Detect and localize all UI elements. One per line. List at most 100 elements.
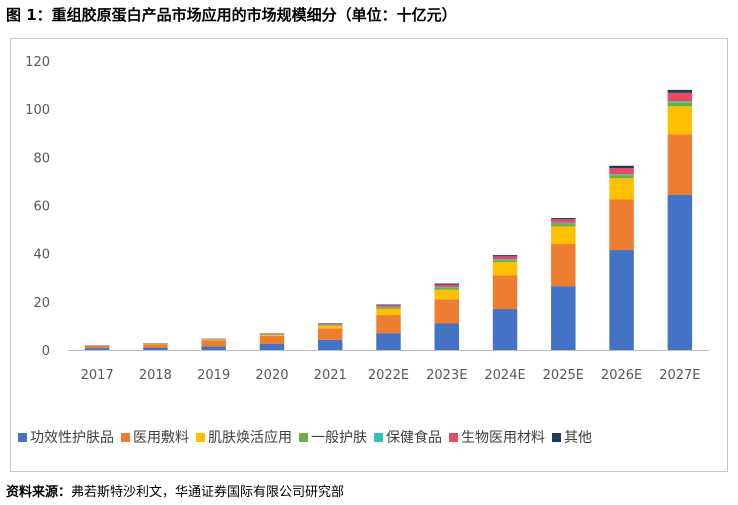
bar-segment (667, 102, 693, 107)
bar-segment (551, 226, 576, 245)
source-text: 弗若斯特沙利文，华通证券国际有限公司研究部 (71, 485, 345, 500)
bar-segment (201, 346, 226, 350)
bar-segment (317, 325, 343, 329)
bar-segment (376, 308, 401, 316)
legend-item: 功效性护肤品 (18, 427, 114, 447)
bar-segment (317, 339, 343, 350)
bar-segment (434, 284, 460, 287)
bar-segment (609, 174, 634, 176)
bar-segment (434, 287, 460, 290)
bar-segment (376, 315, 401, 334)
bar-segment (609, 199, 634, 251)
y-tick-label: 20 (33, 296, 50, 311)
bar-segment (667, 106, 693, 135)
bar-segment (609, 168, 634, 175)
bar-segment (667, 101, 693, 103)
bar-segment (84, 345, 110, 349)
x-tick-label: 2021 (314, 368, 347, 383)
bar-segment (376, 333, 401, 350)
source-note: 资料来源：弗若斯特沙利文，华通证券国际有限公司研究部 (6, 481, 344, 500)
bar-segment (434, 299, 460, 324)
legend-swatch (374, 432, 383, 442)
x-tick-label: 2020 (255, 368, 288, 383)
legend-label: 肌肤焕活应用 (208, 430, 292, 446)
x-tick-label: 2024E (484, 368, 525, 383)
bar-segment (259, 336, 285, 344)
legend-label: 功效性护肤品 (30, 430, 114, 446)
legend-item: 一般护肤 (299, 427, 367, 447)
x-tick-label: 2018 (139, 368, 172, 383)
legend-label: 生物医用材料 (461, 430, 545, 446)
bar-segment (434, 289, 460, 300)
bar-segment (492, 275, 518, 310)
bar-segment (201, 339, 226, 341)
bar-segment (551, 219, 576, 223)
y-tick-label: 60 (33, 200, 50, 215)
bar-segment (551, 218, 576, 220)
bar-segment (259, 335, 285, 337)
bar-segment (551, 224, 576, 227)
bar-segment (317, 328, 343, 340)
legend-item: 生物医用材料 (449, 427, 545, 447)
bar-segment (434, 323, 460, 350)
legend-swatch (196, 432, 205, 442)
bar-segment (434, 286, 460, 288)
bar-segment (609, 165, 634, 169)
bar-segment (434, 283, 460, 285)
y-tick-label: 100 (25, 103, 50, 118)
bar-segment (259, 333, 285, 335)
legend-swatch (449, 432, 458, 442)
legend-item: 医用敷料 (121, 427, 189, 447)
legend-item: 肌肤焕活应用 (196, 427, 292, 447)
bar-segment (551, 244, 576, 287)
bar-segment (551, 222, 576, 225)
bar-segment (492, 262, 518, 276)
bar-segment (609, 250, 634, 350)
bar-segment (201, 340, 226, 347)
bar-segment (376, 305, 401, 307)
x-tick-label: 2023E (426, 368, 467, 383)
chart-frame (10, 38, 728, 472)
bar-segment (667, 89, 693, 93)
legend-label: 保健食品 (386, 430, 442, 446)
bar-segment (317, 325, 343, 326)
x-tick-label: 2027E (659, 368, 700, 383)
legend-label: 一般护肤 (311, 430, 367, 446)
bar-segment (376, 306, 401, 308)
bar-segment (492, 309, 518, 350)
y-tick-label: 0 (42, 344, 50, 359)
bar-segment (667, 134, 693, 195)
x-tick-label: 2019 (197, 368, 230, 383)
bar-segment (376, 307, 401, 309)
bar-segment (376, 304, 401, 306)
bar-segment (667, 194, 693, 350)
legend-item: 保健食品 (374, 427, 442, 447)
source-label: 资料来源： (6, 485, 72, 500)
legend-swatch (552, 432, 561, 442)
x-tick-label: 2017 (81, 368, 114, 383)
x-tick-label: 2025E (543, 368, 584, 383)
figure-title: 图 1：重组胶原蛋白产品市场应用的市场规模细分（单位：十亿元） (6, 6, 457, 24)
bar-segment (143, 347, 168, 350)
legend-swatch (299, 432, 308, 442)
bar-segment (259, 343, 285, 350)
legend-label: 其他 (564, 430, 592, 446)
legend-swatch (18, 432, 27, 442)
bar-segment (143, 344, 168, 348)
y-tick-label: 80 (33, 151, 50, 166)
bar-segment (492, 255, 518, 257)
x-tick-label: 2022E (368, 368, 409, 383)
bar-segment (492, 256, 518, 260)
x-tick-label: 2026E (601, 368, 642, 383)
bar-segment (667, 92, 693, 102)
bar-segment (551, 286, 576, 350)
bar-segment (492, 259, 518, 261)
y-tick-label: 120 (25, 55, 50, 70)
legend-item: 其他 (552, 427, 592, 447)
chart-legend: 功效性护肤品 医用敷料 肌肤焕活应用 一般护肤 保健食品 生物医用材料 其他 (18, 427, 592, 447)
bar-segment (492, 260, 518, 263)
y-tick-label: 40 (33, 248, 50, 263)
legend-label: 医用敷料 (133, 430, 189, 446)
legend-swatch (121, 432, 130, 442)
